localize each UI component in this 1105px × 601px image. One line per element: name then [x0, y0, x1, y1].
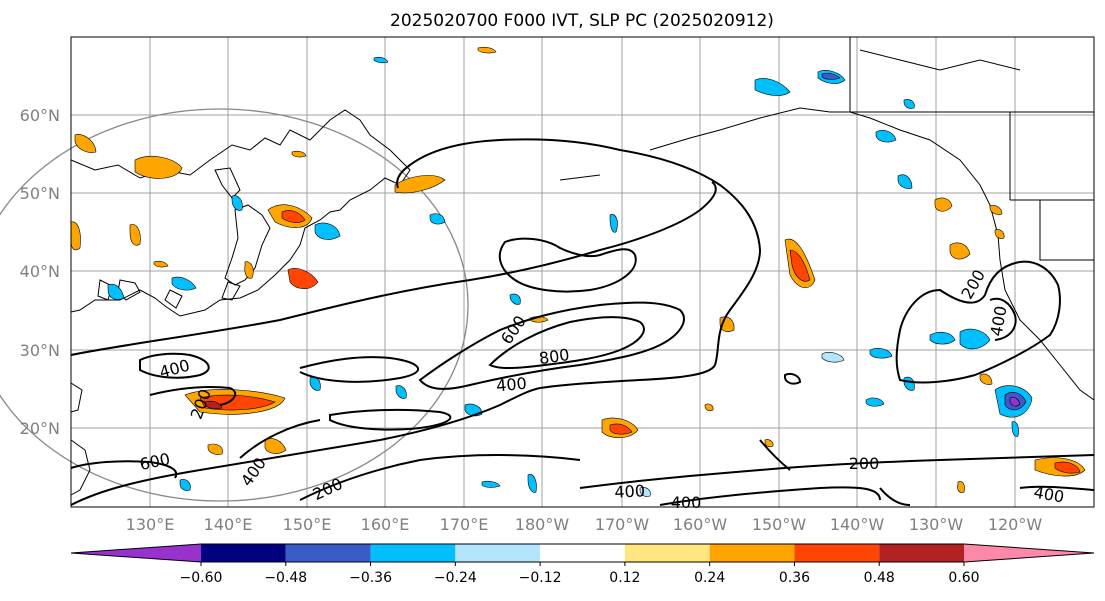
colorbar-tick-label: −0.48 — [264, 570, 307, 586]
lat-label: 50°N — [20, 184, 60, 203]
contour-label-9: 400 — [614, 481, 645, 502]
lat-label: 30°N — [20, 341, 60, 360]
longitude-labels: 130°E 140°E 150°E 160°E 170°E 180°W 170°W 160°W… — [126, 515, 1043, 534]
lon-label: 130°W — [909, 515, 964, 534]
lon-label: 160°W — [673, 515, 728, 534]
lat-label: 60°N — [20, 106, 60, 125]
map-background — [71, 37, 1094, 507]
lat-label: 40°N — [20, 262, 60, 281]
contour-label-10: 400 — [671, 493, 702, 512]
colorbar-tick-label: 0.36 — [779, 570, 810, 586]
colorbar-segment — [285, 544, 371, 562]
colorbar-segment — [709, 544, 795, 562]
contour-label-4: 400 — [495, 374, 527, 396]
colorbar-segment — [879, 544, 964, 562]
lon-label: 120°W — [988, 515, 1043, 534]
contour-label-3: 800 — [538, 345, 571, 368]
colorbar-segment — [794, 544, 880, 562]
contours — [70, 138, 1095, 506]
contour-label-11: 200 — [849, 454, 880, 473]
graticule — [71, 37, 1094, 507]
colorbar-segment — [201, 544, 286, 562]
colorbar-segment — [370, 544, 456, 562]
lat-label: 20°N — [20, 419, 60, 438]
colorbar-segment — [624, 544, 710, 562]
colorbar: −0.60 −0.48 −0.36 −0.24 −0.12 0.12 0.24 0.36 0.4… — [70, 543, 1095, 586]
lon-label: 130°E — [126, 515, 175, 534]
colorbar-tick-label: −0.60 — [180, 570, 223, 586]
lon-label: 140°E — [204, 515, 253, 534]
lon-label: 160°E — [361, 515, 410, 534]
lon-label: 150°E — [283, 515, 332, 534]
map-frame — [70, 36, 1095, 508]
map-panel: 400 600 800 400 200 600 400 200 400 400 … — [0, 36, 1095, 512]
colorbar-tick-label: −0.24 — [434, 570, 477, 586]
colorbar-tick-label: −0.36 — [349, 570, 392, 586]
lon-label: 170°W — [595, 515, 650, 534]
colorbar-tick-label: −0.12 — [519, 570, 562, 586]
colorbar-segment — [455, 544, 541, 562]
colorbar-tick-label: 0.60 — [948, 570, 979, 586]
lon-label: 150°W — [752, 515, 807, 534]
latitude-labels: 60°N 50°N 40°N 30°N 20°N — [20, 106, 60, 438]
ivt-shading — [70, 46, 1086, 497]
map-title: 2025020700 F000 IVT, SLP PC (2025020912) — [390, 11, 774, 31]
lon-label: 180°W — [515, 515, 570, 534]
lon-label: 140°W — [830, 515, 885, 534]
colorbar-tick-label: 0.12 — [609, 570, 640, 586]
lon-label: 170°E — [440, 515, 489, 534]
colorbar-tick-label: 0.24 — [694, 570, 725, 586]
colorbar-extend-left — [71, 544, 201, 562]
colorbar-tick-label: 0.48 — [864, 570, 895, 586]
colorbar-extend-right — [964, 544, 1094, 562]
pattern-region-circle — [0, 108, 469, 502]
colorbar-segment — [540, 544, 625, 562]
